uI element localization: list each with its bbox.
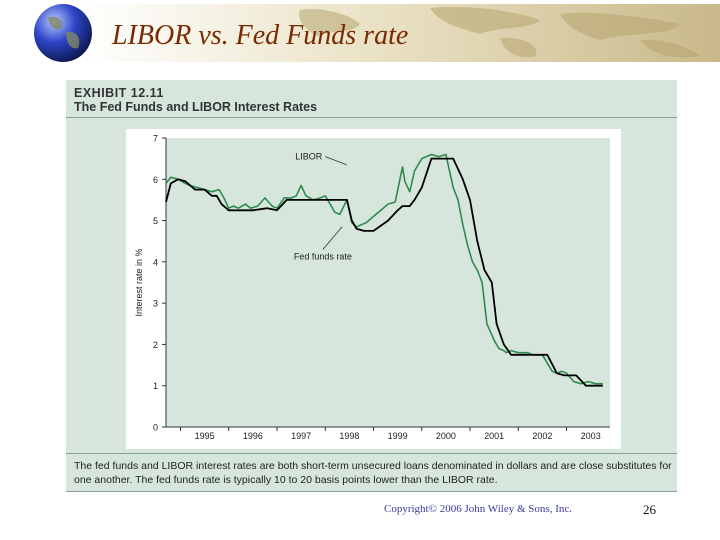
x-tick-label: 2002 — [532, 431, 552, 441]
libor-line — [165, 153, 603, 385]
x-tick-label: 2003 — [581, 431, 601, 441]
y-tick-label: 2 — [153, 340, 158, 350]
copyright-notice: Copyright© 2006 John Wiley & Sons, Inc. — [384, 503, 572, 515]
y-tick-label: 6 — [153, 175, 158, 185]
divider — [66, 491, 677, 492]
divider — [66, 453, 677, 454]
libor-annotation: LIBOR — [295, 152, 323, 162]
y-tick-label: 1 — [153, 381, 158, 391]
exhibit-panel: EXHIBIT 12.11 The Fed Funds and LIBOR In… — [66, 80, 677, 492]
globe-icon — [34, 4, 92, 62]
fed-funds-annotation: Fed funds rate — [294, 251, 352, 261]
y-tick-label: 4 — [153, 257, 158, 267]
x-tick-label: 1995 — [195, 431, 215, 441]
fed-funds-line — [165, 157, 603, 387]
x-tick-label: 1998 — [339, 431, 359, 441]
y-tick-label: 7 — [153, 134, 158, 144]
exhibit-title: The Fed Funds and LIBOR Interest Rates — [74, 100, 318, 114]
divider — [66, 117, 677, 118]
x-tick-label: 1996 — [243, 431, 263, 441]
libor-leader-line — [325, 156, 348, 166]
exhibit-number: EXHIBIT 12.11 — [74, 86, 164, 100]
y-axis-label: Interest rate in % — [134, 248, 144, 316]
x-tick-label: 2000 — [436, 431, 456, 441]
x-tick-label: 1999 — [388, 431, 408, 441]
rates-chart: 0 1 2 3 4 5 6 7 1995 1996 1997 1998 1999 2000 2001 2002… — [126, 129, 621, 449]
page-number: 26 — [643, 502, 656, 517]
x-tick-label: 2001 — [484, 431, 504, 441]
plot-area — [166, 138, 610, 427]
x-tick-label: 1997 — [291, 431, 311, 441]
y-tick-label: 3 — [153, 299, 158, 309]
y-tick-label: 5 — [153, 216, 158, 226]
world-map-background — [80, 4, 720, 62]
title-banner: LIBOR vs. Fed Funds rate — [0, 0, 720, 66]
slide-title: LIBOR vs. Fed Funds rate — [112, 20, 409, 51]
exhibit-caption: The fed funds and LIBOR interest rates a… — [74, 460, 672, 486]
y-tick-label: 0 — [153, 423, 158, 433]
fed-funds-leader-line — [322, 226, 343, 250]
